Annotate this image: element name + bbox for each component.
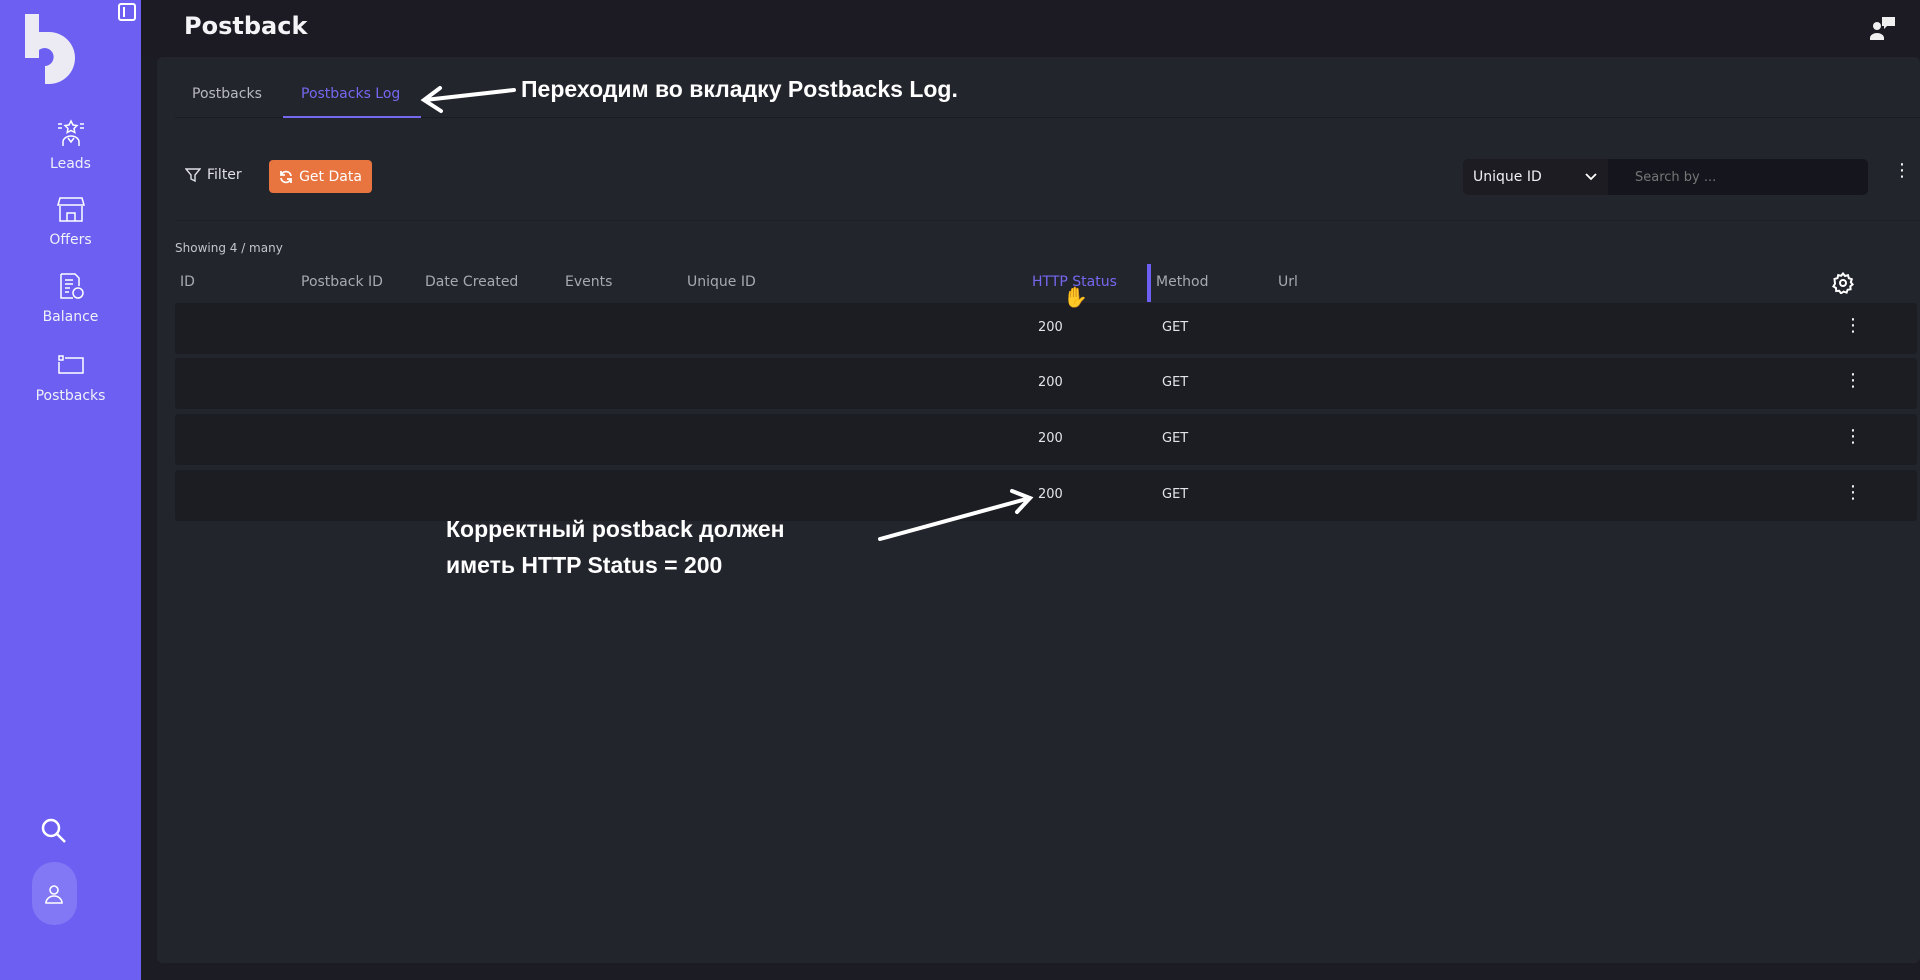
column-header-postback-id[interactable]: Postback ID: [301, 274, 383, 290]
column-settings-gear-icon[interactable]: [1832, 271, 1855, 298]
method-cell: GET: [1162, 375, 1189, 390]
row-actions-icon[interactable]: ⋮: [1844, 482, 1862, 503]
column-resize-handle[interactable]: [1147, 264, 1151, 302]
column-header-id[interactable]: ID: [180, 274, 195, 290]
sidebar-item-label: Balance: [42, 309, 99, 325]
active-tab-indicator: [283, 116, 421, 118]
toolbar-divider: [175, 220, 1920, 221]
user-icon: [45, 885, 63, 904]
http-status-cell: 200: [1038, 320, 1063, 335]
chat-support-icon[interactable]: [1868, 14, 1898, 48]
method-cell: GET: [1162, 320, 1189, 335]
table-row[interactable]: 200 GET ⋮: [175, 414, 1917, 465]
sidebar-item-label: Leads: [50, 156, 91, 172]
header: [141, 0, 1920, 57]
annotation-status-hint-line2: иметь HTTP Status = 200: [446, 552, 723, 578]
logo: [20, 12, 90, 91]
hand-cursor-icon: ✋: [1063, 285, 1088, 309]
method-cell: GET: [1162, 487, 1189, 502]
column-header-http-status[interactable]: HTTP Status: [1032, 274, 1117, 290]
search-field-value: Unique ID: [1473, 169, 1542, 185]
sidebar-item-label: Postbacks: [35, 388, 106, 404]
filter-button[interactable]: Filter: [185, 167, 242, 183]
table-row[interactable]: 200 GET ⋮: [175, 303, 1917, 354]
invoice-icon: [59, 273, 84, 299]
column-header-date-created[interactable]: Date Created: [425, 274, 519, 290]
http-status-cell: 200: [1038, 375, 1063, 390]
column-header-events[interactable]: Events: [565, 274, 613, 290]
annotation-status-hint-line1: Корректный postback должен: [446, 516, 785, 542]
http-status-cell: 200: [1038, 487, 1063, 502]
store-icon: [56, 197, 85, 222]
search-field-select[interactable]: Unique ID: [1463, 159, 1608, 195]
tab-postbacks[interactable]: Postbacks: [192, 86, 262, 102]
tabs-divider: [175, 117, 1920, 118]
sidebar: Leads Offers Balance Postbacks: [0, 0, 141, 980]
showing-count: Showing 4 / many: [175, 241, 283, 255]
table-row[interactable]: 200 GET ⋮: [175, 470, 1917, 521]
get-data-label: Get Data: [299, 168, 362, 185]
sidebar-item-postbacks[interactable]: Postbacks: [0, 350, 141, 404]
chevron-down-icon: [1585, 173, 1597, 181]
annotation-tab-hint: Переходим во вкладку Postbacks Log.: [521, 76, 958, 102]
row-actions-icon[interactable]: ⋮: [1844, 426, 1862, 447]
column-header-url[interactable]: Url: [1278, 274, 1298, 290]
collapse-sidebar-icon[interactable]: [118, 3, 136, 21]
sidebar-item-offers[interactable]: Offers: [0, 194, 141, 248]
profile-button[interactable]: [32, 862, 77, 925]
sidebar-item-label: Offers: [49, 232, 92, 248]
postback-icon: [57, 355, 84, 374]
tab-postbacks-log[interactable]: Postbacks Log: [301, 86, 401, 102]
search-input[interactable]: [1608, 159, 1868, 195]
sidebar-item-leads[interactable]: Leads: [0, 118, 141, 172]
get-data-button[interactable]: Get Data: [269, 160, 372, 193]
refresh-icon: [280, 170, 292, 183]
http-status-cell: 200: [1038, 431, 1063, 446]
more-options-icon[interactable]: ⋮: [1893, 162, 1911, 180]
sidebar-item-balance[interactable]: Balance: [0, 271, 141, 325]
row-actions-icon[interactable]: ⋮: [1844, 370, 1862, 391]
filter-label: Filter: [207, 167, 242, 183]
row-actions-icon[interactable]: ⋮: [1844, 315, 1862, 336]
page-title: Postback: [184, 12, 308, 40]
search-icon[interactable]: [41, 818, 67, 848]
leads-star-icon: [57, 119, 84, 146]
table-row[interactable]: 200 GET ⋮: [175, 358, 1917, 409]
column-header-method[interactable]: Method: [1156, 274, 1209, 290]
method-cell: GET: [1162, 431, 1189, 446]
column-header-unique-id[interactable]: Unique ID: [687, 274, 756, 290]
filter-icon: [185, 168, 201, 183]
